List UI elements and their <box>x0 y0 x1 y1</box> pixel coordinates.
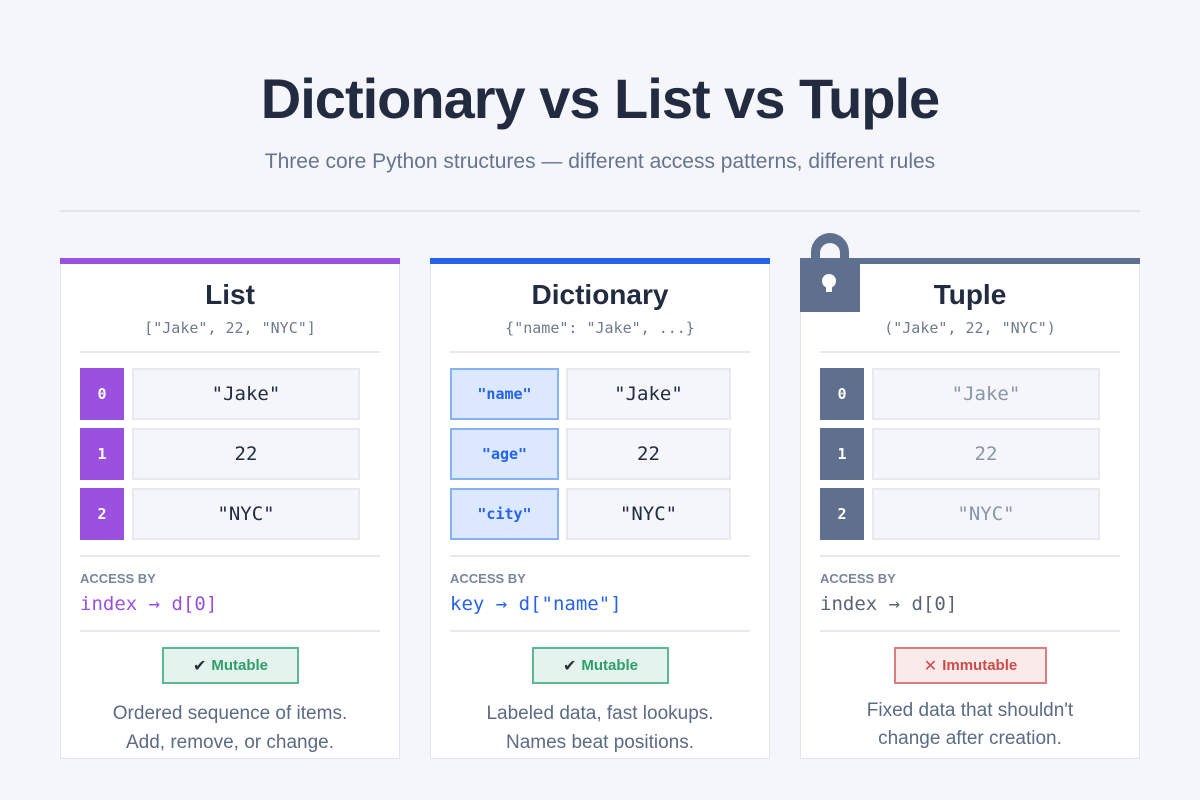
divider <box>80 555 380 557</box>
access-label: ACCESS BY <box>820 571 896 586</box>
value-cell: "Jake" <box>566 368 731 420</box>
divider <box>820 555 1120 557</box>
divider <box>80 630 380 632</box>
access-code: index → d[0] <box>820 593 958 615</box>
divider <box>80 351 380 353</box>
dict-row: "city" "NYC" <box>450 488 731 540</box>
mutable-badge: ✔ Mutable <box>532 647 669 684</box>
check-icon: ✔ <box>192 657 207 675</box>
card-description: Ordered sequence of items. Add, remove, … <box>61 699 399 757</box>
desc-line: change after creation. <box>878 728 1062 749</box>
card-code-example: ("Jake", 22, "NYC") <box>884 319 1056 337</box>
dict-row: "age" 22 <box>450 428 731 480</box>
value-cell: "NYC" <box>132 488 360 540</box>
value-cell: 22 <box>566 428 731 480</box>
value-cell: 22 <box>872 428 1100 480</box>
divider <box>820 630 1120 632</box>
lock-icon <box>800 233 860 312</box>
access-code: index → d[0] <box>80 593 218 615</box>
list-row: 2 "NYC" <box>80 488 360 540</box>
list-accent-bar <box>60 258 400 264</box>
index-cell: 2 <box>80 488 124 540</box>
card-title: Tuple <box>933 279 1007 310</box>
access-label: ACCESS BY <box>450 571 526 586</box>
key-cell: "city" <box>450 488 559 540</box>
index-cell: 1 <box>80 428 124 480</box>
value-cell: "NYC" <box>872 488 1100 540</box>
card-code-example: ["Jake", 22, "NYC"] <box>144 319 316 337</box>
divider <box>820 351 1120 353</box>
key-cell: "age" <box>450 428 559 480</box>
list-card: List ["Jake", 22, "NYC"] 0 "Jake" 1 22 2… <box>60 258 400 759</box>
tuple-row: 1 22 <box>820 428 1100 480</box>
tuple-card: Tuple ("Jake", 22, "NYC") 0 "Jake" 1 22 … <box>800 258 1140 759</box>
divider <box>450 630 750 632</box>
card-description: Labeled data, fast lookups. Names beat p… <box>431 699 769 757</box>
access-code: key → d["name"] <box>450 593 622 615</box>
badge-label: Mutable <box>211 657 269 674</box>
desc-line: Fixed data that shouldn't <box>866 700 1074 721</box>
access-label: ACCESS BY <box>80 571 156 586</box>
list-row: 1 22 <box>80 428 360 480</box>
card-title: Dictionary <box>531 279 669 310</box>
card-title: List <box>205 279 255 310</box>
card-description: Fixed data that shouldn't change after c… <box>801 697 1139 753</box>
header-divider <box>60 210 1140 212</box>
badge-label: Immutable <box>942 657 1018 674</box>
page-subtitle: Three core Python structures — different… <box>264 150 936 173</box>
index-cell: 0 <box>80 368 124 420</box>
page-title: Dictionary vs List vs Tuple <box>260 67 940 130</box>
x-icon: ✕ <box>923 657 938 675</box>
dict-row: "name" "Jake" <box>450 368 731 420</box>
tuple-row: 2 "NYC" <box>820 488 1100 540</box>
desc-line: Ordered sequence of items. <box>112 703 348 724</box>
index-cell: 0 <box>820 368 864 420</box>
badge-label: Mutable <box>581 657 639 674</box>
list-row: 0 "Jake" <box>80 368 360 420</box>
tuple-accent-bar <box>800 258 1140 264</box>
mutable-badge: ✔ Mutable <box>162 647 299 684</box>
immutable-badge: ✕ Immutable <box>894 647 1047 684</box>
divider <box>450 555 750 557</box>
dictionary-card: Dictionary {"name": "Jake", ...} "name" … <box>430 258 770 759</box>
dictionary-accent-bar <box>430 258 770 264</box>
value-cell: 22 <box>132 428 360 480</box>
index-cell: 1 <box>820 428 864 480</box>
index-cell: 2 <box>820 488 864 540</box>
value-cell: "Jake" <box>872 368 1100 420</box>
value-cell: "Jake" <box>132 368 360 420</box>
check-icon: ✔ <box>562 657 577 675</box>
desc-line: Add, remove, or change. <box>125 732 335 753</box>
divider <box>450 351 750 353</box>
desc-line: Names beat positions. <box>506 732 694 753</box>
desc-line: Labeled data, fast lookups. <box>486 703 714 724</box>
tuple-row: 0 "Jake" <box>820 368 1100 420</box>
card-code-example: {"name": "Jake", ...} <box>505 319 695 337</box>
key-cell: "name" <box>450 368 559 420</box>
value-cell: "NYC" <box>566 488 731 540</box>
